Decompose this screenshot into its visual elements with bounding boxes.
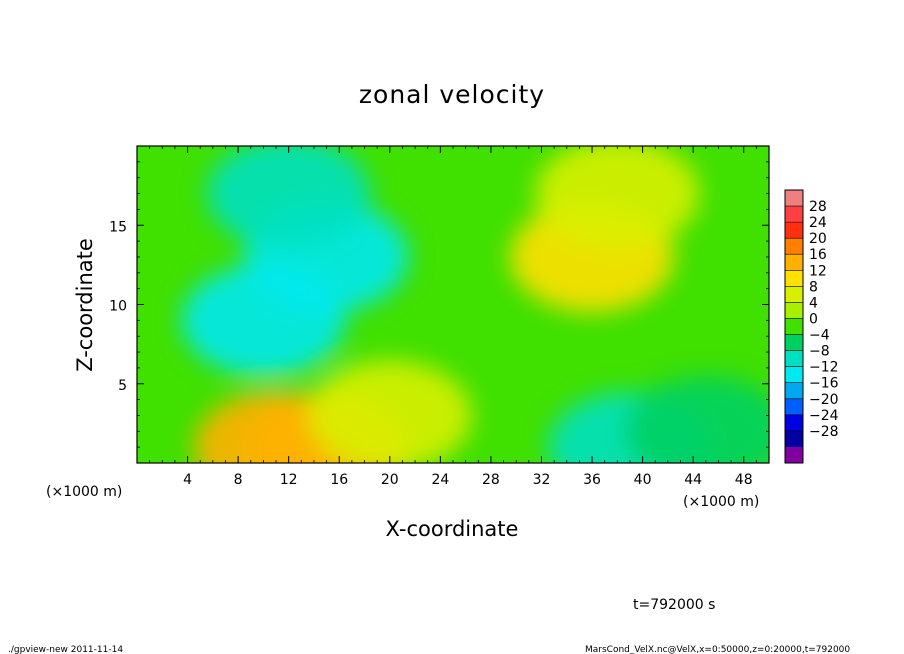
colorbar-swatch: [785, 254, 803, 271]
plot-area: [137, 146, 769, 463]
field-feature: [206, 146, 371, 250]
x-axis: 4 8 12 16 20 24 28 32 36 40 44 48: [149, 146, 757, 488]
field-feature: [535, 146, 700, 250]
y-axis: 5 10 15: [109, 161, 769, 448]
y-tick-label: 5: [118, 378, 127, 394]
x-tick-label: 28: [482, 472, 500, 488]
x-tick-label: 44: [684, 472, 702, 488]
colorbar-swatch: [785, 302, 803, 319]
field-feature: [181, 264, 346, 376]
field-feature: [307, 359, 472, 463]
y-tick-label: 15: [109, 219, 127, 235]
colorbar-frame: [784, 189, 804, 464]
field-shading: [181, 146, 769, 463]
field-feature: [623, 375, 769, 463]
colorbar-label: −16: [809, 376, 839, 392]
colorbar-swatch: [785, 222, 803, 239]
colorbar-swatch: [785, 398, 803, 416]
colorbar-swatch: [785, 286, 803, 303]
x-unit-label-right: (×1000 m): [683, 494, 759, 510]
x-tick-label: 36: [583, 472, 601, 488]
colorbar-swatch: [785, 350, 803, 367]
x-axis-label: X-coordinate: [386, 517, 519, 541]
colorbar-swatch: [785, 190, 803, 207]
colorbar-label: 12: [809, 263, 827, 279]
x-tick-label: 20: [381, 472, 399, 488]
colorbar-label: −24: [809, 408, 839, 424]
time-label: t=792000 s: [633, 597, 715, 613]
x-tick-label: 4: [183, 472, 192, 488]
colorbar-swatch: [785, 334, 803, 351]
x-tick-label: 12: [280, 472, 298, 488]
colorbar-label: 20: [809, 231, 827, 247]
colorbar-label: −8: [809, 344, 830, 360]
colorbar-label: 24: [809, 215, 827, 231]
colorbar-label: −20: [809, 392, 839, 408]
x-tick-label: 32: [533, 472, 551, 488]
footer-right: MarsCond_VelX.nc@VelX,x=0:50000,z=0:2000…: [585, 645, 850, 654]
colorbar-swatch: [785, 318, 803, 335]
colorbar-swatch: [785, 446, 803, 464]
colorbar-label: −12: [809, 360, 839, 376]
footer-left: ./gpview-new 2011-11-14: [8, 645, 123, 654]
colorbar-swatch: [785, 238, 803, 255]
colorbar-label: −28: [809, 424, 839, 440]
x-tick-label: 40: [634, 472, 652, 488]
colorbar-label: 4: [809, 295, 818, 311]
colorbar-swatch: [785, 270, 803, 287]
colorbar-label: −4: [809, 328, 830, 344]
x-unit-label-left: (×1000 m): [46, 484, 122, 500]
colorbar-swatch: [785, 382, 803, 400]
colorbar-label: 8: [809, 279, 818, 295]
x-tick-label: 16: [330, 472, 348, 488]
colorbar-swatch: [785, 430, 803, 448]
x-tick-label: 8: [234, 472, 243, 488]
y-axis-label: Z-coordinate: [73, 238, 97, 372]
colorbar-swatch: [785, 366, 803, 384]
colorbar-label: 28: [809, 199, 827, 215]
colorbar-swatch: [785, 414, 803, 432]
chart-title: zonal velocity: [359, 80, 545, 109]
colorbar-label: 0: [809, 311, 818, 327]
x-tick-label: 24: [431, 472, 449, 488]
colorbar-label: 16: [809, 247, 827, 263]
x-tick-label: 48: [735, 472, 753, 488]
colorbar-swatch: [785, 206, 803, 223]
y-tick-label: 10: [109, 299, 127, 315]
